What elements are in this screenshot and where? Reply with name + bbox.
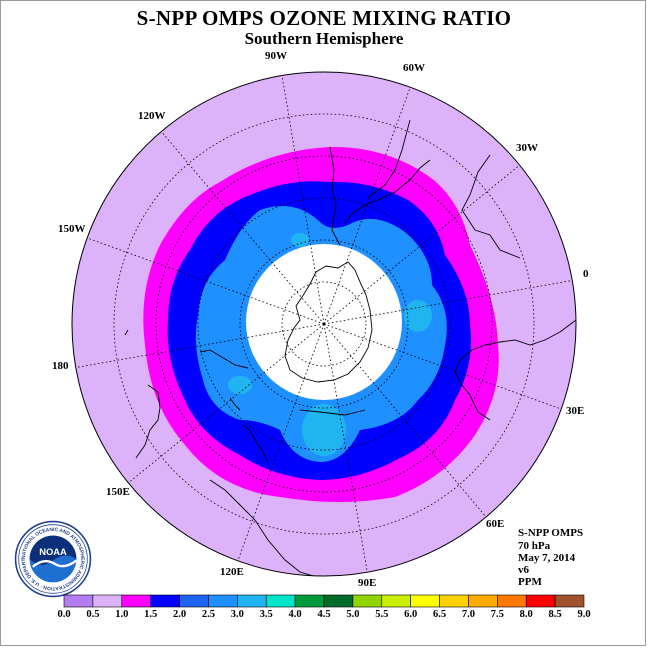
info-version: v6 <box>518 564 529 576</box>
map-title: S-NPP OMPS OZONE MIXING RATIO <box>136 6 512 30</box>
colorbar-tick-label: 9.0 <box>577 609 591 620</box>
colorbar-swatch <box>92 594 123 608</box>
lon-label-0: 0 <box>583 268 589 280</box>
lon-label-60w: 60W <box>403 62 425 74</box>
lon-label-90e: 90E <box>358 577 377 589</box>
colorbar-swatch <box>63 594 94 608</box>
info-units: PPM <box>518 576 542 588</box>
region-cyan-2.5-3.0 <box>228 376 252 394</box>
colorbar-swatch <box>323 594 354 608</box>
region-cyan-2.5-3.0 <box>291 233 309 247</box>
lon-label-180: 180 <box>52 360 69 372</box>
no-data-polar-cap <box>246 244 402 400</box>
colorbar-tick-label: 5.5 <box>375 609 389 620</box>
colorbar-tick-label: 0.5 <box>86 609 100 620</box>
colorbar-tick-label: 6.0 <box>404 609 418 620</box>
lon-label-60e: 60E <box>486 518 505 530</box>
colorbar-swatch <box>410 594 440 608</box>
lon-label-120e: 120E <box>220 566 244 578</box>
colorbar-tick-label: 2.0 <box>172 609 187 620</box>
noaa-logo: NATIONAL OCEANIC AND ATMOSPHERIC ADMINIS… <box>14 520 92 598</box>
colorbar-tick-label: 2.5 <box>201 609 215 620</box>
colorbar-swatch <box>497 594 527 608</box>
colorbar-tick-label: 7.0 <box>461 609 475 620</box>
lon-label-150w: 150W <box>58 223 86 235</box>
colorbar-swatch <box>179 594 209 608</box>
colorbar-tick-label: 6.5 <box>432 609 447 620</box>
colorbar-swatch <box>265 594 296 608</box>
colorbar-tick-label: 4.5 <box>317 609 331 620</box>
colorbar-swatch <box>439 594 469 608</box>
colorbar-tick-label: 0.0 <box>57 609 71 620</box>
lon-label-150e: 150E <box>106 486 130 498</box>
region-cyan-2.5-3.0 <box>404 300 432 332</box>
info-level: 70 hPa <box>518 540 551 552</box>
info-date: May 7, 2014 <box>518 552 576 564</box>
map-boundary <box>71 71 577 577</box>
colorbar-tick-label: 1.0 <box>115 609 129 620</box>
colorbar-swatch <box>121 594 151 608</box>
lon-label-30e: 30E <box>566 405 585 417</box>
colorbar-swatch <box>150 594 180 608</box>
colorbar-swatch <box>525 594 556 608</box>
colorbar-swatch <box>294 594 325 608</box>
region-cyan-2.5-3.0 <box>302 404 346 456</box>
colorbar-tick-label: 4.0 <box>288 609 302 620</box>
colorbar-swatches <box>63 594 585 608</box>
colorbar-swatch <box>554 594 585 608</box>
colorbar-tick-label: 3.5 <box>259 609 273 620</box>
lon-label-30w: 30W <box>516 142 538 154</box>
colorbar-swatch <box>237 594 267 608</box>
map-subtitle: Southern Hemisphere <box>244 29 404 48</box>
colorbar-swatch <box>208 594 238 608</box>
colorbar-tick-label: 3.0 <box>230 609 244 620</box>
colorbar-tick-label: 5.0 <box>346 609 360 620</box>
coastlines <box>124 119 576 576</box>
colorbar-tick-label: 8.5 <box>548 609 562 620</box>
lon-label-90w: 90W <box>265 50 287 62</box>
logo-text: NOAA <box>39 547 67 557</box>
colorbar-swatch <box>468 594 498 608</box>
colorbar-tick-label: 1.5 <box>144 609 158 620</box>
lon-label-120w: 120W <box>138 110 166 122</box>
info-instrument: S-NPP OMPS <box>518 527 584 539</box>
colorbar-swatch <box>352 594 383 608</box>
colorbar-tick-label: 7.5 <box>490 609 504 620</box>
colorbar-tick-label: 8.0 <box>519 609 533 620</box>
colorbar-swatch <box>381 594 411 608</box>
graticule <box>72 72 576 576</box>
